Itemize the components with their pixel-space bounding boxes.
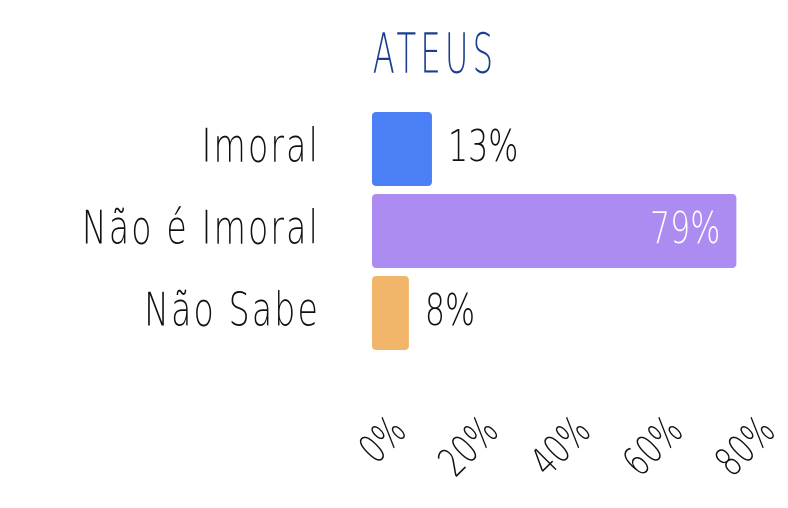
- data-label: 8%: [425, 285, 475, 337]
- y-tick-label: Não é Imoral: [82, 202, 320, 255]
- x-tick-label: 60%: [614, 408, 692, 486]
- bar: [372, 194, 737, 268]
- x-tick-label: 0%: [351, 408, 416, 473]
- data-label: 79%: [650, 203, 720, 255]
- y-tick-label: Imoral: [202, 120, 320, 173]
- chart-title: ATEUS: [373, 21, 498, 86]
- x-tick-label: 40%: [522, 408, 600, 486]
- bar: [372, 276, 409, 350]
- x-tick-label: 20%: [430, 408, 508, 486]
- y-tick-label: Não Sabe: [144, 284, 320, 337]
- data-label: 13%: [448, 121, 518, 173]
- x-tick-label: 80%: [707, 408, 785, 486]
- bar: [372, 112, 432, 186]
